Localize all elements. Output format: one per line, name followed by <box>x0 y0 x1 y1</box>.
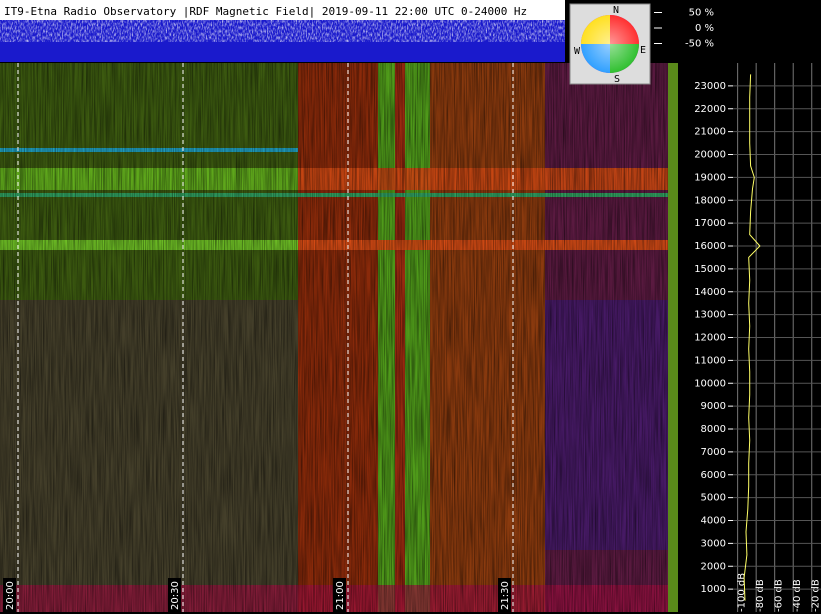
level-tick-label: 0 % <box>695 23 714 34</box>
level-noise <box>0 20 565 42</box>
freq-tick-label: 11000 <box>694 355 726 366</box>
time-label: 21:30 <box>500 581 511 610</box>
freq-tick-label: 6000 <box>701 470 726 481</box>
spectrum-line <box>743 74 761 601</box>
freq-tick-label: 16000 <box>694 241 726 252</box>
spectrum-tick-label: -40 dB <box>792 579 803 612</box>
freq-tick-label: 12000 <box>694 333 726 344</box>
freq-tick-label: 17000 <box>694 218 726 229</box>
level-tick-label: -50 % <box>685 39 714 50</box>
spectrum-tick-label: -60 dB <box>774 579 785 612</box>
time-label: 20:30 <box>170 581 181 610</box>
compass-label: E <box>640 45 646 56</box>
freq-tick-label: 18000 <box>694 195 726 206</box>
freq-tick-label: 8000 <box>701 424 726 435</box>
spectrum-tick-label: -80 dB <box>755 579 766 612</box>
compass <box>569 3 651 85</box>
spectrogram <box>0 63 678 612</box>
freq-tick-label: 2000 <box>701 561 726 572</box>
freq-tick-label: 1000 <box>701 584 726 595</box>
freq-tick-label: 10000 <box>694 378 726 389</box>
freq-tick-label: 15000 <box>694 264 726 275</box>
freq-tick-label: 5000 <box>701 493 726 504</box>
compass-label: W <box>574 46 581 57</box>
freq-tick-label: 7000 <box>701 447 726 458</box>
time-label: 21:00 <box>335 581 346 610</box>
freq-tick-label: 13000 <box>694 310 726 321</box>
freq-tick-label: 14000 <box>694 287 726 298</box>
time-label-bg <box>333 578 346 612</box>
time-label-bg <box>168 578 181 612</box>
freq-tick-label: 19000 <box>694 172 726 183</box>
time-label-bg <box>498 578 511 612</box>
freq-tick-label: 3000 <box>701 538 726 549</box>
time-label-bg <box>3 578 16 612</box>
freq-tick-label: 9000 <box>701 401 726 412</box>
freq-tick-label: 23000 <box>694 81 726 92</box>
spectrum-tick-label: -20 dB <box>811 579 821 612</box>
time-label: 20:00 <box>5 581 16 610</box>
compass-label: N <box>613 5 619 16</box>
title: IT9-Etna Radio Observatory |RDF Magnetic… <box>4 5 527 18</box>
freq-tick-label: 21000 <box>694 127 726 138</box>
spectrum-tick-label: -100 dB <box>737 573 748 612</box>
freq-tick-label: 20000 <box>694 150 726 161</box>
level-tick-label: 50 % <box>689 8 714 19</box>
freq-tick-label: 22000 <box>694 104 726 115</box>
freq-tick-label: 4000 <box>701 516 726 527</box>
compass-label: S <box>614 74 620 85</box>
freq-axis-bg <box>678 63 733 612</box>
